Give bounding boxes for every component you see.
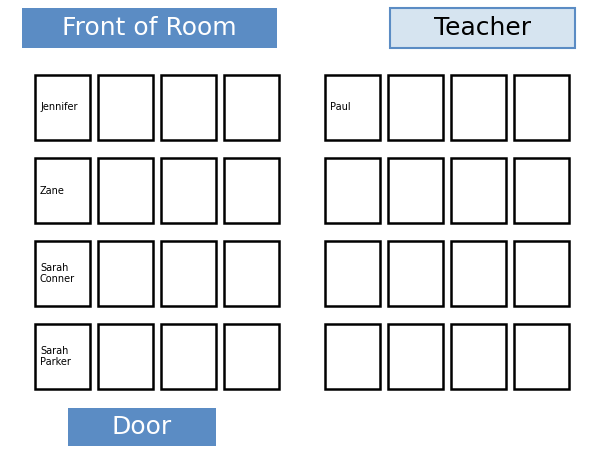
Bar: [224, 241, 279, 306]
Text: Jennifer: Jennifer: [40, 103, 77, 112]
Text: Zane: Zane: [40, 185, 65, 195]
Bar: [388, 75, 443, 140]
Bar: [161, 75, 216, 140]
Text: Sarah
Parker: Sarah Parker: [40, 346, 71, 367]
Text: Teacher: Teacher: [434, 16, 531, 40]
Bar: [22, 8, 277, 48]
Text: Door: Door: [112, 415, 172, 439]
Bar: [161, 241, 216, 306]
Bar: [388, 241, 443, 306]
Bar: [514, 324, 569, 389]
Bar: [35, 75, 90, 140]
Bar: [514, 241, 569, 306]
Bar: [161, 324, 216, 389]
Bar: [35, 241, 90, 306]
Bar: [224, 158, 279, 223]
Bar: [514, 158, 569, 223]
Bar: [98, 75, 153, 140]
Text: Sarah
Conner: Sarah Conner: [40, 263, 75, 284]
Bar: [161, 158, 216, 223]
Bar: [98, 158, 153, 223]
Bar: [325, 324, 380, 389]
Bar: [35, 324, 90, 389]
Bar: [451, 324, 506, 389]
Bar: [325, 158, 380, 223]
Bar: [388, 158, 443, 223]
Text: Paul: Paul: [330, 103, 350, 112]
Bar: [224, 75, 279, 140]
Bar: [451, 241, 506, 306]
Bar: [224, 324, 279, 389]
Bar: [98, 241, 153, 306]
Bar: [98, 324, 153, 389]
Text: Front of Room: Front of Room: [62, 16, 237, 40]
Bar: [514, 75, 569, 140]
Bar: [35, 158, 90, 223]
Bar: [451, 75, 506, 140]
Bar: [325, 241, 380, 306]
Bar: [390, 8, 575, 48]
Bar: [325, 75, 380, 140]
Bar: [451, 158, 506, 223]
Bar: [388, 324, 443, 389]
Bar: [68, 408, 216, 446]
